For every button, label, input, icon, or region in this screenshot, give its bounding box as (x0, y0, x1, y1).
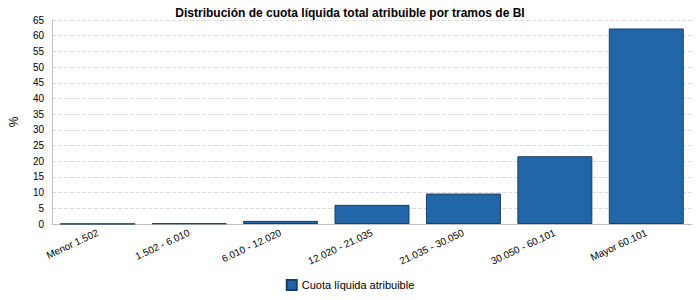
svg-text:5: 5 (38, 203, 44, 214)
svg-text:55: 55 (33, 46, 45, 57)
svg-text:Cuota líquida atribuible: Cuota líquida atribuible (302, 279, 415, 291)
svg-text:45: 45 (33, 77, 45, 88)
svg-text:Mayor 60.101: Mayor 60.101 (589, 227, 649, 263)
svg-text:Menor 1.502: Menor 1.502 (45, 227, 101, 261)
svg-text:35: 35 (33, 109, 45, 120)
svg-text:15: 15 (33, 171, 45, 182)
svg-text:20: 20 (33, 156, 45, 167)
svg-text:6.010 - 12.020: 6.010 - 12.020 (220, 227, 283, 264)
svg-text:%: % (7, 116, 21, 127)
svg-text:21.035 - 30.050: 21.035 - 30.050 (398, 227, 466, 267)
svg-text:65: 65 (33, 15, 45, 26)
svg-text:30: 30 (33, 124, 45, 135)
svg-text:25: 25 (33, 140, 45, 151)
svg-text:10: 10 (33, 187, 45, 198)
svg-text:Distribución de cuota líquida: Distribución de cuota líquida total atri… (175, 6, 524, 20)
svg-text:40: 40 (33, 93, 45, 104)
svg-text:50: 50 (33, 62, 45, 73)
svg-text:0: 0 (38, 219, 44, 230)
svg-text:1.502 - 6.010: 1.502 - 6.010 (133, 227, 191, 262)
svg-text:12.020 - 21.035: 12.020 - 21.035 (306, 227, 374, 267)
svg-text:30.050 - 60.101: 30.050 - 60.101 (489, 227, 557, 267)
svg-text:60: 60 (33, 30, 45, 41)
